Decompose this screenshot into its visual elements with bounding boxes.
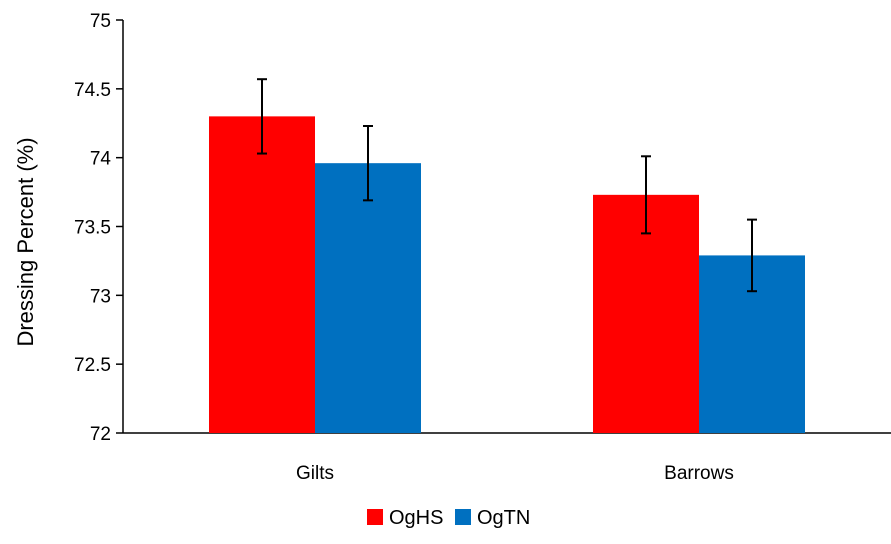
y-tick-label: 73 bbox=[90, 286, 111, 307]
bar-oghs-barrows bbox=[593, 194, 699, 433]
y-axis-title: Dressing Percent (%) bbox=[13, 137, 38, 346]
legend-label-oghs: OgHS bbox=[389, 507, 443, 529]
error-bar bbox=[363, 125, 373, 202]
y-tick-label: 75 bbox=[90, 11, 111, 32]
error-bar bbox=[641, 155, 651, 235]
y-tick-label: 73.5 bbox=[74, 218, 111, 239]
x-category-label: Barrows bbox=[664, 463, 734, 484]
y-tick-label: 72 bbox=[90, 424, 111, 445]
y-tick-label: 74.5 bbox=[74, 80, 111, 101]
legend-label-ogtn: OgTN bbox=[477, 507, 530, 529]
error-bar bbox=[257, 78, 267, 155]
legend-swatch-ogtn bbox=[455, 509, 471, 525]
bar-ogtn-gilts bbox=[315, 163, 421, 433]
error-bar bbox=[747, 218, 757, 293]
y-tick-label: 72.5 bbox=[74, 355, 111, 376]
y-tick-label: 74 bbox=[90, 149, 112, 170]
bar-oghs-gilts bbox=[209, 116, 315, 433]
x-category-label: Gilts bbox=[296, 463, 334, 484]
legend: OgHS OgTN bbox=[367, 507, 530, 529]
legend-swatch-oghs bbox=[367, 509, 383, 525]
plot-area: 72 72.5 73 73.5 74 74.5 75 Gilts Barrows bbox=[74, 11, 891, 484]
